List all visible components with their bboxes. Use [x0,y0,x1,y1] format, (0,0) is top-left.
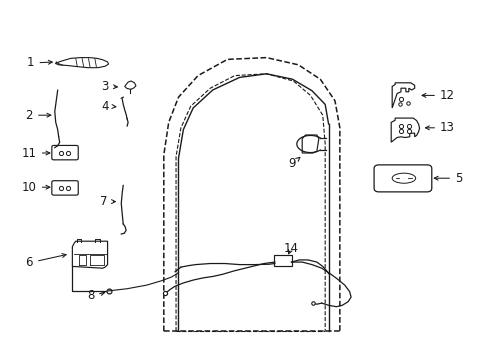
Text: 3: 3 [101,80,117,93]
FancyBboxPatch shape [52,145,78,160]
Polygon shape [391,83,414,108]
Polygon shape [302,135,318,153]
Text: 14: 14 [283,242,298,255]
FancyBboxPatch shape [52,181,78,195]
FancyBboxPatch shape [273,255,292,266]
Text: 11: 11 [22,147,50,159]
Polygon shape [72,241,107,268]
Text: 6: 6 [25,253,66,269]
Polygon shape [55,58,108,68]
Text: 1: 1 [27,57,52,69]
Text: 10: 10 [22,181,50,194]
Text: 7: 7 [100,195,115,208]
Text: 9: 9 [288,157,299,170]
Text: 13: 13 [425,121,454,134]
Polygon shape [124,81,136,89]
Text: 12: 12 [421,89,454,102]
Text: 8: 8 [86,289,104,302]
Text: 2: 2 [25,109,51,122]
Text: 4: 4 [101,100,116,113]
Polygon shape [390,118,419,142]
FancyBboxPatch shape [373,165,431,192]
Text: 5: 5 [433,172,462,185]
